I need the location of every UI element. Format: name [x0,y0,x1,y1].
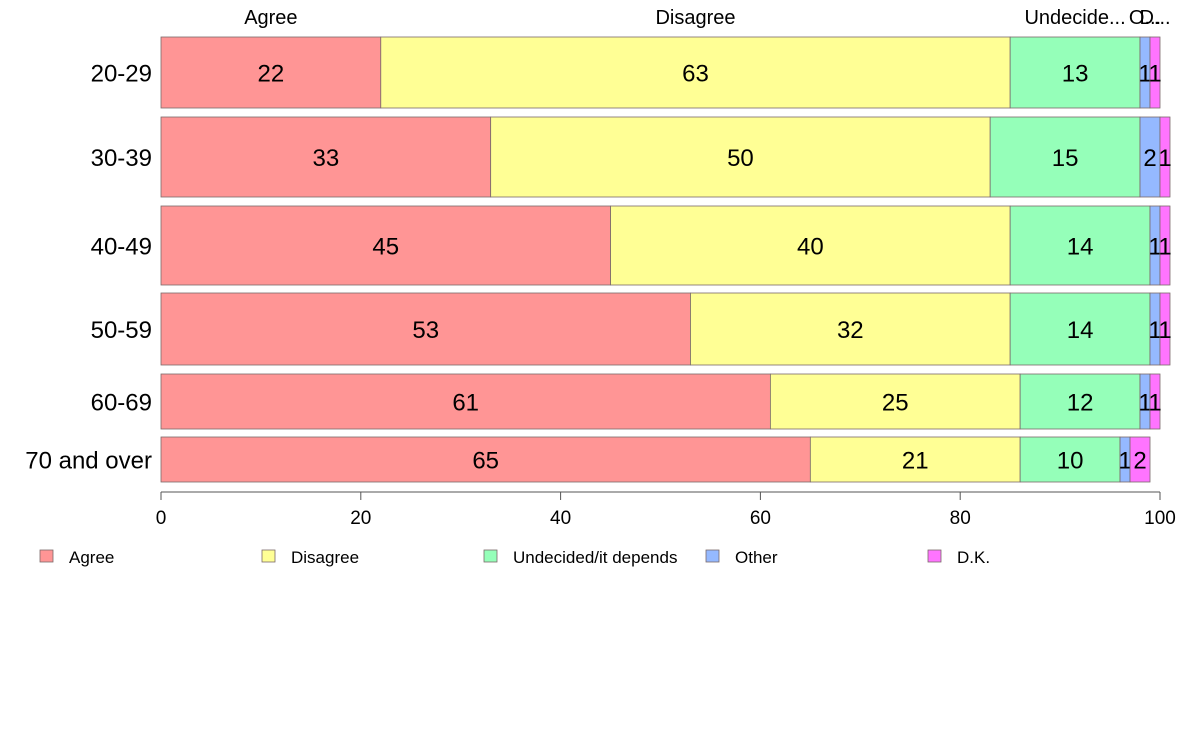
x-tick-label: 80 [950,508,971,529]
x-tick-label: 20 [350,508,371,529]
x-tick-label: 0 [156,508,167,529]
column-top-label: D... [1139,7,1170,29]
bar-segment [1129,436,1151,483]
column-top-labels: Agree Disagree Undecide... O...D... [244,7,1170,29]
category-label: 20-29 [91,61,152,88]
column-top-label: Undecide... [1024,7,1125,29]
legend-label: Other [735,548,778,567]
x-tick-label: 100 [1144,508,1176,529]
bar-row: 45 40 14 11 [160,205,1172,286]
legend-item: Other [705,548,778,567]
bar-segment [1159,292,1171,366]
category-label: 40-49 [91,234,152,261]
data-label: 1 [1158,317,1171,344]
data-label: 13 [1062,61,1089,88]
bar-segment [610,205,1011,286]
bar-segment [1009,205,1151,286]
bar-segment [1009,292,1151,366]
bar-segment [1149,36,1161,109]
legend-swatch [927,549,942,563]
bar-segment [1019,436,1121,483]
bar-row: 22 63 13 11 [160,36,1162,109]
legend-label: Undecided/it depends [513,548,677,567]
data-label: 33 [312,145,339,172]
data-label: 2 [1133,448,1146,475]
data-label: 21 [902,448,929,475]
data-label: 14 [1067,234,1094,261]
bar-segment [490,116,991,198]
legend-label: Agree [69,548,114,567]
category-label: 30-39 [91,145,152,172]
category-labels: 20-29 30-39 40-49 50-59 60-69 70 and over [25,61,152,475]
bar-segment [1159,205,1171,286]
category-label: 50-59 [91,317,152,344]
bar-segment [380,36,1011,109]
bar-row: 65 21 10 1 2 [160,436,1151,483]
legend-item: Undecided/it depends [483,548,677,567]
column-top-label: O... [1129,7,1161,29]
legend-item: D.K. [927,548,990,567]
column-top-label: Agree [244,7,297,29]
bar-segment [690,292,1011,366]
bar-segment [1019,373,1141,430]
legend-label: D.K. [957,548,990,567]
bar-segment [160,116,492,198]
bar-segment [1159,116,1171,198]
legend-swatch [39,549,54,563]
data-label: 50 [727,145,754,172]
data-label: 61 [452,390,479,417]
data-label: 1 [1148,317,1161,344]
legend-swatch [261,549,276,563]
data-label: 32 [837,317,864,344]
category-label: 70 and over [25,448,152,475]
legend-label: Disagree [291,548,359,567]
data-label: 10 [1057,448,1084,475]
legend-item: Disagree [261,548,359,567]
data-label: 45 [372,234,399,261]
x-tick-label: 40 [550,508,571,529]
bar-segment [160,205,611,286]
data-label: 1 [1138,61,1151,88]
legend-swatch [483,549,498,563]
x-tick-label: 60 [750,508,771,529]
bar-segment [1149,373,1161,430]
data-label: 25 [882,390,909,417]
data-label: 15 [1052,145,1079,172]
data-label: 40 [797,234,824,261]
bar-segment [160,292,691,366]
category-label: 60-69 [91,390,152,417]
data-label: 53 [412,317,439,344]
bar-segment [809,436,1021,483]
data-label: 1 [1148,61,1161,88]
legend-swatch [705,549,720,563]
data-label: 1 [1158,145,1171,172]
column-top-label: Disagree [655,7,735,29]
data-label: 65 [472,448,499,475]
data-label: 63 [682,61,709,88]
data-label: 22 [258,61,285,88]
data-label: 1 [1148,390,1161,417]
data-label: 12 [1067,390,1094,417]
legend: Agree Disagree Undecided/it depends Other D.… [39,548,990,567]
data-label: 14 [1067,317,1094,344]
data-label: 1 [1158,234,1171,261]
bar-segment [769,373,1021,430]
x-axis: 0 20 40 60 80 100 [156,491,1176,529]
legend-item: Agree [39,548,114,567]
data-label: 1 [1148,234,1161,261]
data-label: 1 [1138,390,1151,417]
bar-row: 61 25 12 11 [160,373,1162,430]
data-label: 2 [1143,145,1156,172]
bar-row: 53 32 14 11 [160,292,1172,366]
bar-row: 33 50 15 2 1 [160,116,1172,198]
data-label: 1 [1118,448,1131,475]
bar-segment [989,116,1141,198]
